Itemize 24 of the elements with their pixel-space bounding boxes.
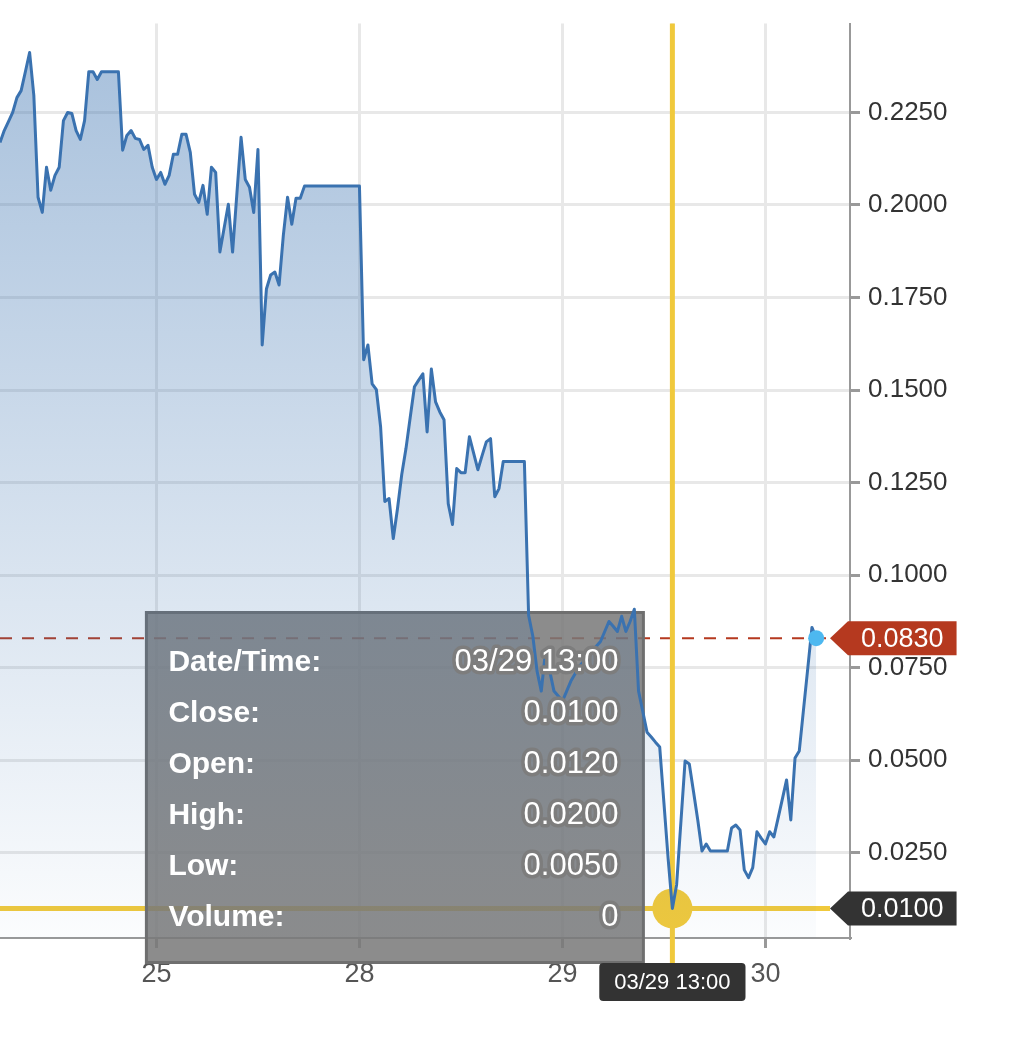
annotation: 0.0120 — [523, 744, 619, 780]
y-tick-label: 0.0500 — [868, 743, 948, 774]
annotation: Volume: — [168, 898, 285, 932]
annotation: Close: — [168, 694, 261, 728]
y-tick-label: 0.1750 — [868, 280, 948, 311]
annotation: 0.0050 — [523, 846, 619, 882]
annotation: Open: — [168, 745, 256, 779]
y-tick-label: 0.0250 — [868, 836, 948, 867]
annotation: 0 — [601, 897, 619, 933]
x-tick-label: 30 — [750, 957, 781, 988]
y-tick-label: 0.0750 — [868, 650, 948, 681]
ref-line-label: 0.0100 — [860, 892, 944, 923]
annotation: High: — [168, 796, 246, 830]
ref-line-label: 0.0830 — [860, 622, 944, 653]
y-tick-label: 0.1000 — [868, 558, 948, 589]
y-tick-label: 0.1250 — [868, 465, 948, 496]
y-tick-label: 0.2000 — [868, 188, 948, 219]
annotation: Date/Time: — [168, 643, 322, 677]
annotation: 0.0200 — [523, 795, 619, 831]
y-tick-label: 0.2250 — [868, 95, 948, 126]
annotation: 0.0100 — [523, 693, 619, 729]
y-tick-label: 0.1500 — [868, 373, 948, 404]
annotation: Low: — [168, 847, 239, 881]
x-tick-label: 03/29 13:00 — [614, 969, 731, 995]
